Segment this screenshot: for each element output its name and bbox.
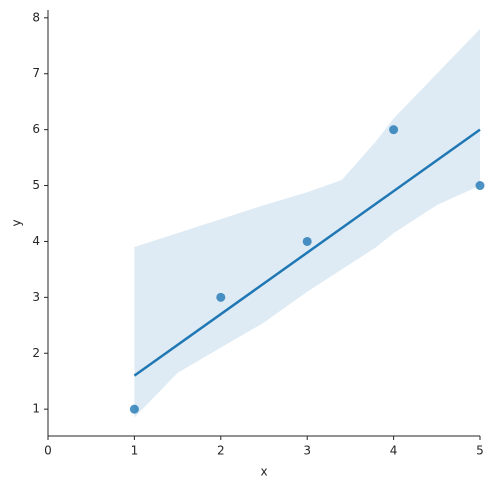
y-axis-label: y [10,219,24,226]
y-tick-label: 7 [32,66,40,80]
data-point [216,292,226,302]
confidence-band [134,29,480,418]
regression-line [133,128,481,377]
data-point [302,236,312,246]
x-tick-label: 0 [44,444,52,458]
x-tick-label: 1 [131,444,139,458]
data-point [389,125,399,135]
y-tick-label: 2 [32,346,40,360]
data-point [129,404,139,414]
y-tick-label: 1 [32,402,40,416]
x-tick-label: 2 [217,444,225,458]
x-tick-label: 4 [390,444,398,458]
data-point [475,181,485,191]
y-tick-label: 8 [32,10,40,24]
x-tick-label: 5 [476,444,484,458]
x-axis-label: x [260,465,267,479]
y-tick-label: 5 [32,178,40,192]
x-tick-label: 3 [303,444,311,458]
y-tick-label: 3 [32,290,40,304]
y-tick-label: 4 [32,234,40,248]
y-tick-label: 6 [32,122,40,136]
